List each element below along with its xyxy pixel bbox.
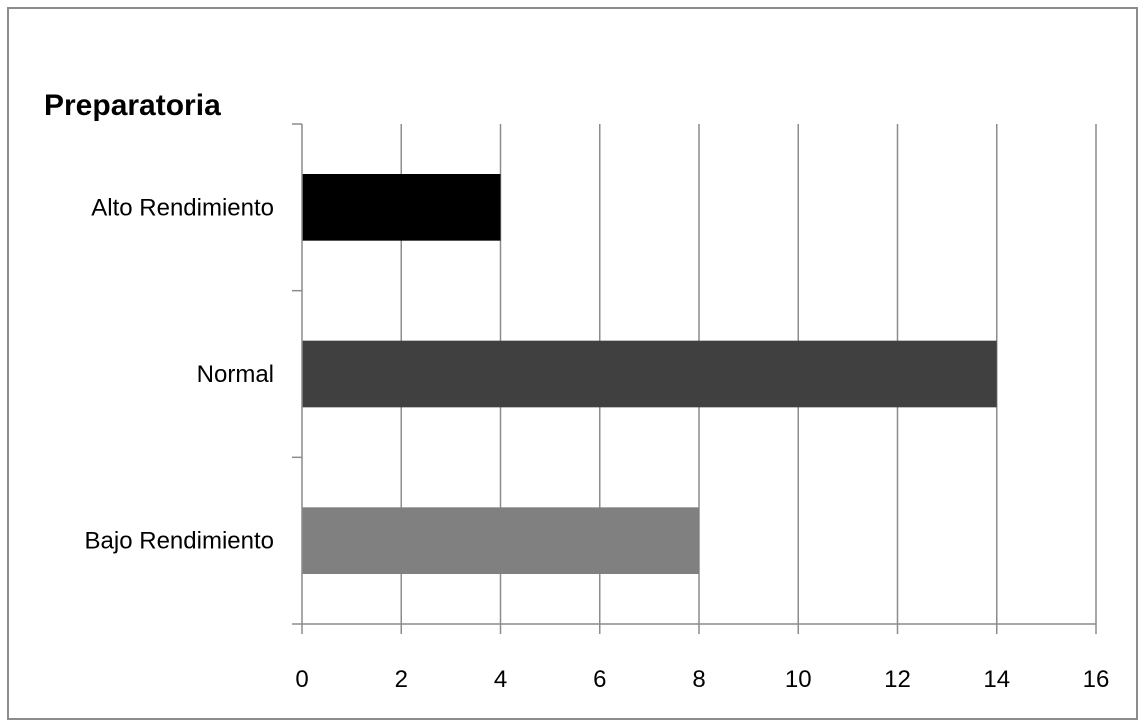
x-tick-label-10: 10 — [785, 666, 812, 693]
x-tick-label-4: 4 — [494, 666, 507, 693]
bar-normal — [302, 340, 997, 408]
x-tick-label-12: 12 — [884, 666, 911, 693]
bar-alto-rendimiento — [302, 174, 501, 241]
category-labels: Alto Rendimiento Normal Bajo Rendimiento — [85, 194, 274, 554]
x-tick-label-6: 6 — [593, 666, 606, 693]
x-tick-label-8: 8 — [692, 666, 705, 693]
bar-bajo-rendimiento — [302, 507, 699, 574]
x-tick-labels: 0 2 4 6 8 10 12 14 16 — [295, 666, 1109, 693]
x-tick-label-16: 16 — [1083, 666, 1110, 693]
category-label-bajo-rendimiento: Bajo Rendimiento — [85, 528, 274, 555]
category-label-alto-rendimiento: Alto Rendimiento — [91, 194, 274, 221]
x-tick-label-0: 0 — [295, 666, 308, 693]
chart-title: Preparatoria — [44, 89, 221, 122]
category-label-normal: Normal — [197, 361, 274, 388]
axes — [292, 123, 1097, 634]
x-tick-label-14: 14 — [983, 666, 1010, 693]
bars — [302, 174, 997, 574]
x-tick-label-2: 2 — [395, 666, 408, 693]
